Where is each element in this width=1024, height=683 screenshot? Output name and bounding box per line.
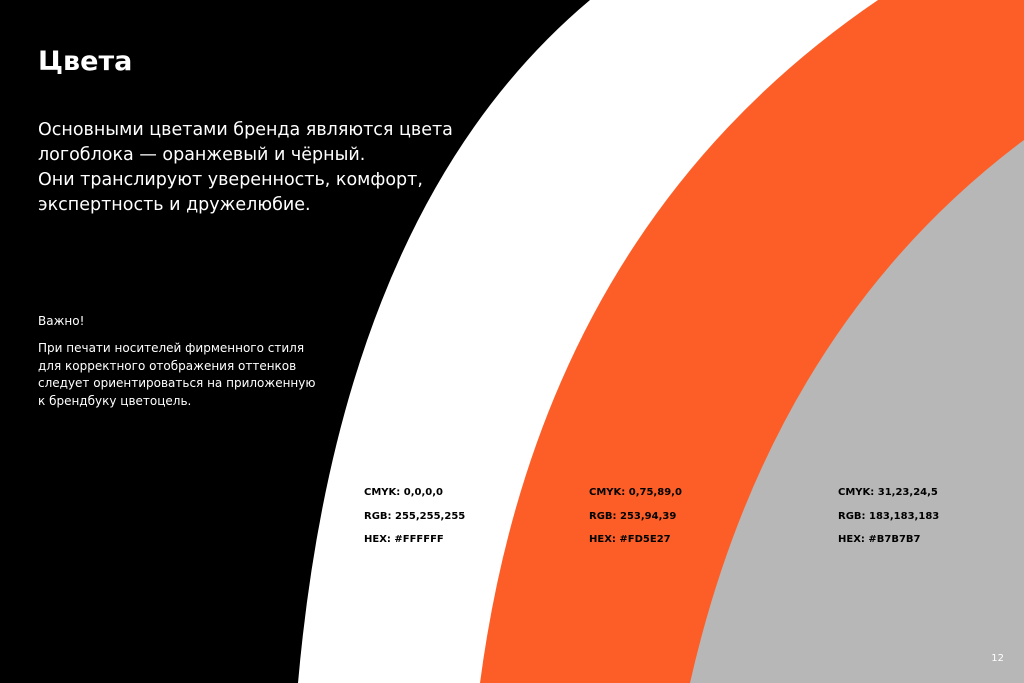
lead-line: логоблока — оранжевый и чёрный. [38, 145, 366, 165]
white-color-spec: CMYK: 0,0,0,0 RGB: 255,255,255 HEX: #FFF… [364, 481, 465, 552]
hex-value: HEX: #FD5E27 [589, 534, 671, 545]
note-line: При печати носителей фирменного стиля [38, 341, 305, 355]
note-line: следует ориентироваться на приложенную [38, 376, 316, 390]
page-title: Цвета [38, 46, 133, 77]
lead-line: экспертность и дружелюбие. [38, 195, 311, 215]
page-number: 12 [991, 653, 1004, 664]
rgb-value: RGB: 255,255,255 [364, 510, 466, 522]
note-line: для корректного отображения оттенков [38, 358, 297, 373]
cmyk-value: CMYK: 0,75,89,0 [589, 487, 682, 498]
note-line: к брендбуку цветоцель. [38, 393, 192, 408]
note-heading: Важно! [38, 314, 85, 328]
lead-line: Основными цветами бренда являются цвета [38, 120, 453, 140]
hex-value: HEX: #FFFFFF [364, 534, 444, 545]
lead-text: Основными цветами бренда являются цвета … [38, 118, 478, 218]
hex-value: HEX: #B7B7B7 [838, 534, 921, 545]
gray-color-spec: CMYK: 31,23,24,5 RGB: 183,183,183 HEX: #… [838, 481, 939, 552]
cmyk-value: CMYK: 31,23,24,5 [838, 487, 938, 498]
rgb-value: RGB: 253,94,39 [589, 510, 677, 522]
lead-line: Они транслируют уверенность, комфорт, [38, 170, 423, 190]
cmyk-value: CMYK: 0,0,0,0 [364, 487, 443, 498]
rgb-value: RGB: 183,183,183 [838, 510, 940, 522]
gray-arc [690, 140, 1024, 683]
orange-color-spec: CMYK: 0,75,89,0 RGB: 253,94,39 HEX: #FD5… [589, 481, 682, 552]
note-text: При печати носителей фирменного стиля дл… [38, 340, 315, 410]
